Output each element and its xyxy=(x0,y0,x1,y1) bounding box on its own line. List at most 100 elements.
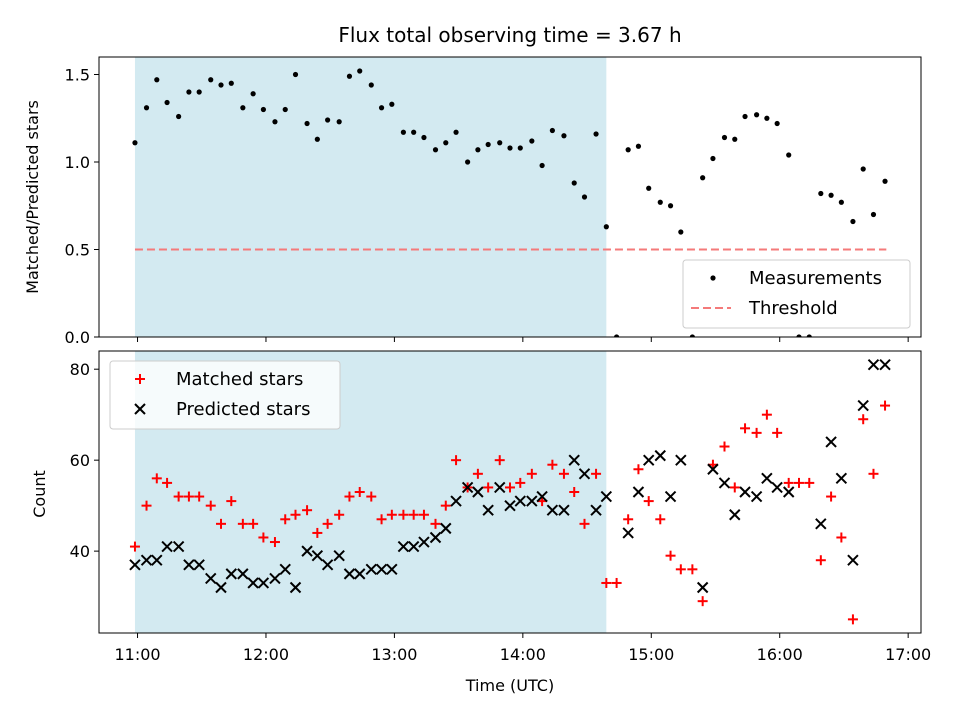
predicted-stars-point xyxy=(472,486,484,498)
matched-stars-point xyxy=(729,482,740,493)
y-tick-label: 80 xyxy=(70,360,90,379)
predicted-stars-point xyxy=(707,463,719,475)
measurement-point xyxy=(549,127,555,134)
observing-window-span xyxy=(134,57,607,337)
matched-stars-point xyxy=(322,518,333,529)
predicted-stars-point xyxy=(536,490,548,503)
measurement-point xyxy=(432,147,439,153)
measurement-points xyxy=(132,68,888,337)
predicted-stars-point xyxy=(761,472,773,485)
measurement-point xyxy=(465,159,471,165)
matched-stars-point xyxy=(847,614,858,625)
predicted-stars-point xyxy=(354,568,366,580)
matched-stars-point xyxy=(302,505,313,516)
measurement-point xyxy=(400,129,406,135)
measurement-point xyxy=(164,99,170,106)
matched-stars-point xyxy=(334,509,345,520)
measurement-point xyxy=(475,147,481,153)
predicted-stars-point xyxy=(867,358,880,371)
matched-stars-point xyxy=(697,596,708,607)
measurement-point xyxy=(208,77,214,83)
predicted-stars-point xyxy=(247,577,259,589)
measurement-point xyxy=(689,334,695,337)
matched-stars-point xyxy=(623,514,634,525)
legend-label: Predicted stars xyxy=(176,399,310,420)
predicted-stars-point xyxy=(546,504,559,516)
measurement-point xyxy=(411,129,417,135)
ratio-y-ticks: 0.0 0.5 1.0 1.5 xyxy=(65,66,99,347)
measurement-point xyxy=(176,113,182,120)
measurement-point xyxy=(336,119,342,125)
predicted-stars-point xyxy=(279,563,291,576)
ratio-legend-box xyxy=(682,259,911,329)
measurement-point xyxy=(828,192,834,198)
measurement-point xyxy=(581,194,588,200)
matched-stars-point xyxy=(386,509,397,520)
predicted-stars-point xyxy=(140,554,153,566)
ratio-x-ticks xyxy=(137,337,909,342)
predicted-stars-point xyxy=(440,522,452,535)
predicted-stars-point xyxy=(161,540,173,553)
matched-stars-point xyxy=(173,491,184,502)
matched-stars-point xyxy=(162,477,173,488)
predicted-stars-point xyxy=(365,563,377,576)
matched-stars-point xyxy=(740,423,751,434)
measurement-point xyxy=(260,106,266,113)
predicted-stars-point xyxy=(397,540,410,553)
measurement-point xyxy=(561,133,567,139)
measurement-point xyxy=(272,119,278,125)
measurement-point xyxy=(485,141,491,148)
matched-stars-point xyxy=(408,509,419,520)
predicted-stars-point xyxy=(205,572,217,585)
matched-stars-point xyxy=(430,518,441,529)
x-tick-label: 15:00 xyxy=(628,645,674,664)
predicted-stars-point xyxy=(269,572,281,585)
matched-stars-point xyxy=(858,414,869,425)
ratio-y-axis-label: Matched/Predicted stars xyxy=(23,100,42,294)
predicted-stars-point xyxy=(407,540,420,553)
measurement-point xyxy=(325,117,331,123)
matched-stars-point xyxy=(579,518,590,529)
legend-marker xyxy=(134,403,146,415)
predicted-stars-point xyxy=(847,554,859,566)
predicted-stars-point xyxy=(450,495,462,507)
measurement-point xyxy=(304,120,310,127)
predicted-stars-point xyxy=(129,559,141,571)
matched-stars-point xyxy=(655,514,666,525)
predicted-stars-point xyxy=(193,559,205,571)
predicted-stars-point xyxy=(783,486,795,498)
measurement-point xyxy=(882,178,888,184)
matched-stars-point xyxy=(826,491,837,502)
predicted-stars-point xyxy=(151,554,163,566)
predicted-stars-point xyxy=(461,481,474,494)
matched-stars-point xyxy=(526,468,537,479)
predicted-stars-point xyxy=(590,504,602,516)
measurement-point xyxy=(346,73,353,79)
matched-stars-point xyxy=(216,518,227,529)
y-tick-label: 0.0 xyxy=(65,328,90,347)
matched-stars-point xyxy=(226,496,237,507)
measurement-point xyxy=(732,136,738,142)
measurement-point xyxy=(497,140,503,146)
predicted-stars-point xyxy=(482,504,494,516)
y-tick-label: 1.5 xyxy=(65,66,90,85)
matched-stars-point xyxy=(772,427,783,438)
count-points xyxy=(129,358,891,625)
measurement-point xyxy=(250,91,256,97)
matched-stars-point xyxy=(472,468,483,479)
x-tick-label: 13:00 xyxy=(371,645,417,664)
legend-label: Matched stars xyxy=(176,369,303,390)
x-tick-label: 11:00 xyxy=(114,645,160,664)
count-legend: Matched stars Predicted stars xyxy=(109,360,341,430)
predicted-stars-point xyxy=(696,581,709,594)
measurement-point xyxy=(838,199,844,205)
predicted-stars-point xyxy=(418,536,430,548)
matched-stars-point xyxy=(804,477,815,488)
predicted-stars-point xyxy=(504,499,516,512)
measurement-point xyxy=(539,162,545,169)
measurement-point xyxy=(593,131,599,137)
predicted-stars-point xyxy=(729,509,741,521)
count-legend-box xyxy=(109,360,341,430)
measurement-point xyxy=(368,82,374,88)
